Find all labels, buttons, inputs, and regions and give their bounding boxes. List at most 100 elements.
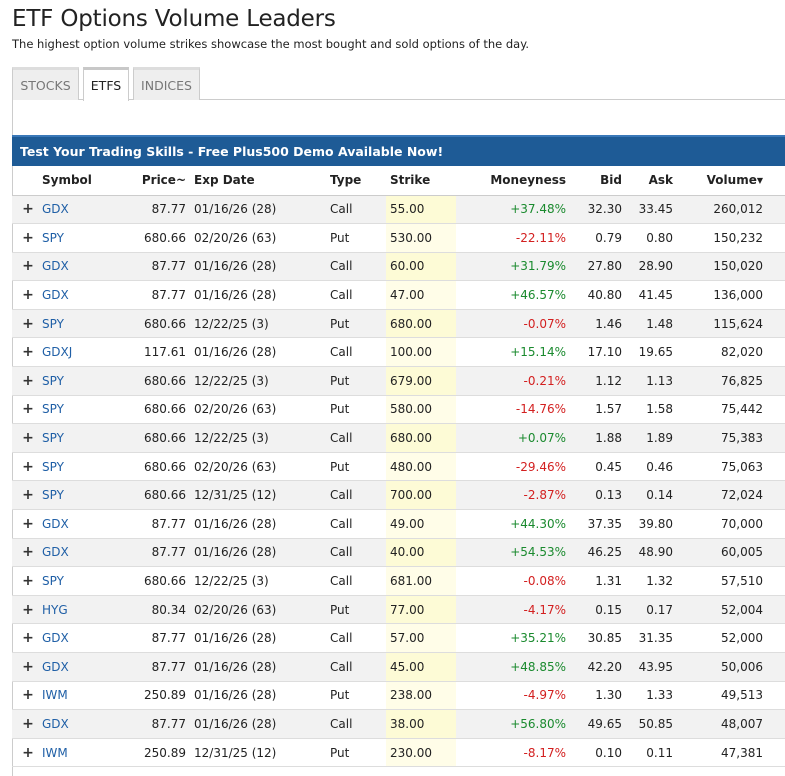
bid-cell: 0.15 — [570, 595, 626, 625]
tab-indices[interactable]: INDICES — [133, 67, 200, 100]
expand-row-icon[interactable]: + — [12, 652, 38, 682]
symbol-cell: SPY — [38, 480, 122, 511]
bid-cell: 49.65 — [570, 709, 626, 739]
symbol-link[interactable]: SPY — [42, 230, 64, 245]
price-cell: 680.66 — [122, 309, 190, 339]
moneyness-cell: -0.21% — [456, 366, 570, 396]
symbol-link[interactable]: IWM — [42, 688, 68, 703]
expand-row-icon[interactable]: + — [12, 681, 38, 711]
expand-row-icon[interactable]: + — [12, 395, 38, 425]
table-row: + SPY 680.66 12/22/25 (3) Put 679.00 -0.21% 1.1… — [12, 366, 785, 396]
moneyness-cell: +48.85% — [456, 652, 570, 682]
expand-row-icon[interactable]: + — [12, 252, 38, 282]
col-header-bid[interactable]: Bid — [570, 166, 626, 196]
symbol-link[interactable]: SPY — [42, 574, 64, 589]
table-row: + IWM 250.89 12/31/25 (12) Put 230.00 -8.17% 0.… — [12, 738, 785, 768]
col-header-exp-date[interactable]: Exp Date — [190, 166, 326, 196]
col-header-ask[interactable]: Ask — [626, 166, 677, 196]
expand-row-icon[interactable]: + — [12, 480, 38, 511]
expand-row-icon[interactable]: + — [12, 538, 38, 568]
symbol-link[interactable]: GDX — [42, 631, 69, 646]
ask-cell: 43.95 — [626, 652, 677, 682]
symbol-link[interactable]: SPY — [42, 459, 64, 474]
tab-stocks[interactable]: STOCKS — [12, 67, 79, 100]
symbol-link[interactable]: SPY — [42, 402, 64, 417]
volume-cell: 75,442 — [677, 395, 785, 425]
expand-row-icon[interactable]: + — [12, 309, 38, 339]
col-header-volume[interactable]: Volume▼ — [677, 166, 785, 196]
expand-row-icon[interactable]: + — [12, 566, 38, 596]
symbol-link[interactable]: SPY — [42, 431, 64, 446]
bid-cell: 1.12 — [570, 366, 626, 396]
volume-cell: 50,006 — [677, 652, 785, 682]
ask-cell: 39.80 — [626, 509, 677, 539]
type-cell: Put — [326, 738, 386, 768]
expand-row-icon[interactable]: + — [12, 738, 38, 768]
moneyness-cell: -29.46% — [456, 452, 570, 482]
table-row: + GDX 87.77 01/16/26 (28) Call 38.00 +56.80% 49… — [12, 709, 785, 739]
volume-cell: 52,004 — [677, 595, 785, 625]
ask-cell: 0.80 — [626, 223, 677, 253]
symbol-link[interactable]: GDX — [42, 202, 69, 217]
symbol-link[interactable]: SPY — [42, 373, 64, 388]
expand-row-icon[interactable]: + — [12, 595, 38, 625]
symbol-link[interactable]: HYG — [42, 602, 68, 617]
bid-cell: 17.10 — [570, 337, 626, 368]
symbol-cell: GDX — [38, 652, 122, 682]
expand-row-icon[interactable]: + — [12, 709, 38, 739]
type-cell: Call — [326, 538, 386, 568]
expand-row-icon[interactable]: + — [12, 223, 38, 253]
symbol-link[interactable]: GDXJ — [42, 345, 73, 360]
price-cell: 87.77 — [122, 509, 190, 539]
symbol-link[interactable]: GDX — [42, 288, 69, 303]
bid-cell: 1.88 — [570, 423, 626, 453]
expand-row-icon[interactable]: + — [12, 337, 38, 368]
type-cell: Put — [326, 223, 386, 253]
expand-row-icon[interactable]: + — [12, 509, 38, 539]
expand-row-icon[interactable]: + — [12, 452, 38, 482]
expand-row-icon[interactable]: + — [12, 280, 38, 310]
col-header-type[interactable]: Type — [326, 166, 386, 196]
expand-row-icon[interactable]: + — [12, 423, 38, 453]
symbol-cell: GDXJ — [38, 337, 122, 368]
moneyness-cell: +31.79% — [456, 252, 570, 282]
symbol-link[interactable]: GDX — [42, 259, 69, 274]
col-header-moneyness[interactable]: Moneyness — [456, 166, 570, 196]
price-cell: 87.77 — [122, 709, 190, 739]
col-header-volume-label: Volume — [706, 173, 757, 188]
symbol-cell: SPY — [38, 452, 122, 482]
col-header-strike[interactable]: Strike — [386, 166, 456, 196]
expand-row-icon[interactable]: + — [12, 195, 38, 225]
ask-cell: 1.33 — [626, 681, 677, 711]
symbol-link[interactable]: GDX — [42, 545, 69, 560]
col-header-symbol[interactable]: Symbol — [38, 166, 122, 196]
moneyness-cell: +15.14% — [456, 337, 570, 368]
symbol-link[interactable]: GDX — [42, 659, 69, 674]
symbol-link[interactable]: IWM — [42, 745, 68, 760]
promo-banner[interactable]: Test Your Trading Skills - Free Plus500 … — [12, 135, 785, 166]
type-cell: Call — [326, 337, 386, 368]
symbol-link[interactable]: SPY — [42, 316, 64, 331]
volume-cell: 72,024 — [677, 480, 785, 511]
expand-row-icon[interactable]: + — [12, 366, 38, 396]
table-row: + GDX 87.77 01/16/26 (28) Call 60.00 +31.79% 27… — [12, 252, 785, 282]
tab-etfs[interactable]: ETFS — [83, 67, 129, 101]
symbol-cell: SPY — [38, 566, 122, 596]
moneyness-cell: -8.17% — [456, 738, 570, 768]
bid-cell: 40.80 — [570, 280, 626, 310]
price-cell: 680.66 — [122, 452, 190, 482]
moneyness-cell: -4.97% — [456, 681, 570, 711]
type-cell: Call — [326, 509, 386, 539]
col-header-price[interactable]: Price~ — [122, 166, 190, 196]
volume-cell: 76,825 — [677, 366, 785, 396]
symbol-link[interactable]: SPY — [42, 488, 64, 503]
type-cell: Call — [326, 480, 386, 511]
moneyness-cell: -0.07% — [456, 309, 570, 339]
ask-cell: 1.32 — [626, 566, 677, 596]
symbol-link[interactable]: GDX — [42, 516, 69, 531]
table-row: + HYG 80.34 02/20/26 (63) Put 77.00 -4.17% 0.15… — [12, 595, 785, 625]
symbol-link[interactable]: GDX — [42, 716, 69, 731]
type-cell: Call — [326, 623, 386, 653]
expand-row-icon[interactable]: + — [12, 623, 38, 653]
table-row: + GDX 87.77 01/16/26 (28) Call 45.00 +48.85% 42… — [12, 652, 785, 682]
